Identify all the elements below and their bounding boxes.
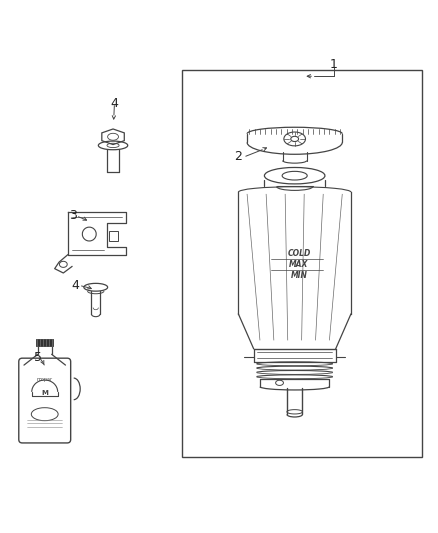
Text: 2: 2 bbox=[234, 150, 242, 163]
Text: COLD: COLD bbox=[287, 249, 311, 258]
Bar bbox=[109, 231, 118, 240]
Bar bbox=[36, 339, 53, 345]
Text: 4: 4 bbox=[71, 279, 79, 293]
Text: M: M bbox=[41, 390, 48, 396]
Text: MAX: MAX bbox=[290, 260, 309, 269]
Text: 5: 5 bbox=[34, 351, 42, 364]
Text: 1: 1 bbox=[330, 58, 338, 70]
Bar bbox=[182, 70, 422, 457]
Text: mopar: mopar bbox=[37, 377, 53, 382]
Text: 4: 4 bbox=[110, 96, 118, 110]
Text: MIN: MIN bbox=[290, 271, 307, 280]
Text: 3: 3 bbox=[69, 209, 77, 222]
